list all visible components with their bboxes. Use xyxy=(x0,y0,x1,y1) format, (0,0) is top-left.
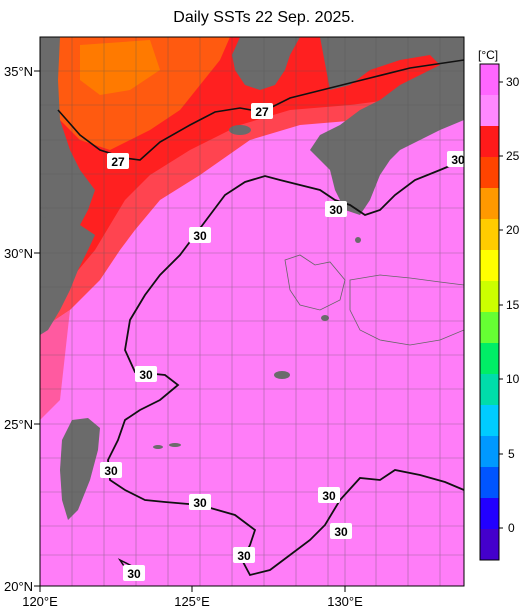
colorbar-tick: 30 xyxy=(506,75,520,89)
colorbar-cell xyxy=(480,312,499,344)
contour-label: 30 xyxy=(127,567,141,581)
contour-label: 30 xyxy=(322,489,336,503)
colorbar-cell xyxy=(480,188,499,220)
map-border xyxy=(39,36,465,587)
colorbar-cell xyxy=(480,157,499,189)
colorbar: [°C] 30 25 20 15 10 5 0 xyxy=(478,48,520,561)
lon-label: 120°E xyxy=(22,594,58,609)
colorbar-cell xyxy=(480,343,499,375)
colorbar-cell xyxy=(480,281,499,313)
contour-label: 30 xyxy=(139,368,153,382)
colorbar-cell xyxy=(480,467,499,499)
grid-lines xyxy=(40,37,464,586)
colorbar-cell xyxy=(480,436,499,468)
axis-ticks xyxy=(34,70,346,592)
map-area: 27 27 30 30 30 30 30 30 30 30 30 30 xyxy=(40,37,465,586)
lat-label: 20°N xyxy=(4,579,33,594)
colorbar-cell xyxy=(480,250,499,282)
colorbar-cell xyxy=(480,498,499,530)
colorbar-tick: 0 xyxy=(508,521,515,535)
colorbar-tick: 20 xyxy=(506,223,520,237)
latitude-labels: 35°N 30°N 25°N 20°N xyxy=(4,64,33,594)
lat-label: 35°N xyxy=(4,64,33,79)
colorbar-ticks: 30 25 20 15 10 5 0 xyxy=(499,75,520,535)
contour-label: 30 xyxy=(237,549,251,563)
lat-label: 30°N xyxy=(4,246,33,261)
colorbar-cell xyxy=(480,126,499,158)
land-japan xyxy=(310,37,464,215)
land-china xyxy=(40,37,95,335)
lat-label: 25°N xyxy=(4,417,33,432)
colorbar-cell xyxy=(480,405,499,437)
contour-label: 30 xyxy=(334,525,348,539)
longitude-labels: 120°E 125°E 130°E xyxy=(22,594,363,609)
lon-label: 130°E xyxy=(327,594,363,609)
colorbar-cell xyxy=(480,219,499,251)
contour-label: 30 xyxy=(193,496,207,510)
land-jeju xyxy=(229,125,251,135)
colorbar-tick: 10 xyxy=(506,372,520,386)
colorbar-cell xyxy=(480,529,499,561)
contour-label: 30 xyxy=(451,153,465,167)
land-korea xyxy=(232,37,300,90)
contour-30 xyxy=(107,159,464,577)
map-title: Daily SSTs 22 Sep. 2025. xyxy=(173,9,355,26)
contour-label: 27 xyxy=(111,155,125,169)
colorbar-cell xyxy=(480,95,499,127)
land-islands xyxy=(40,206,361,449)
colorbar-cell xyxy=(480,64,499,96)
contour-label: 27 xyxy=(255,105,269,119)
colorbar-unit: [°C] xyxy=(478,48,498,62)
colorbar-tick: 15 xyxy=(506,298,520,312)
land-taiwan xyxy=(60,418,100,520)
colorbar-tick: 25 xyxy=(506,149,520,163)
contour-label: 30 xyxy=(329,203,343,217)
colorbar-cell xyxy=(480,374,499,406)
contour-27 xyxy=(57,59,464,161)
colorbar-tick: 5 xyxy=(508,447,515,461)
lon-label: 125°E xyxy=(174,594,210,609)
contour-label: 30 xyxy=(104,464,118,478)
contour-label: 30 xyxy=(193,229,207,243)
contour-labels: 27 27 30 30 30 30 30 30 30 30 30 30 xyxy=(100,103,465,581)
